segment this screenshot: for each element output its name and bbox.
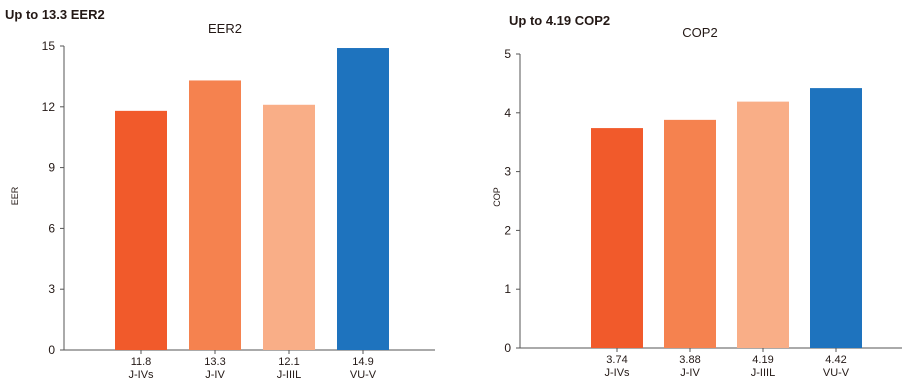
value-label: 13.3 <box>204 356 225 368</box>
value-label: 4.42 <box>825 354 846 366</box>
chart-title: COP2 <box>682 25 717 40</box>
chart-title: EER2 <box>208 21 242 36</box>
bar-j-iiil <box>737 101 789 349</box>
value-label: 3.74 <box>606 354 627 366</box>
y-tick-label: 0 <box>48 343 55 357</box>
y-tick-label: 6 <box>48 221 55 235</box>
bar-j-iv <box>664 119 716 348</box>
y-axis-label: COP <box>492 187 502 207</box>
category-label: VU-V <box>350 369 377 381</box>
y-tick-label: 3 <box>504 165 511 179</box>
y-axis-label: EER <box>10 186 20 205</box>
category-label: J-IVs <box>128 369 154 381</box>
cop2-bar-chart: COP2 COP 0 1 2 3 4 5 3.74J-IVs 3.88J-IV 4.19J-IIIL… <box>492 25 902 379</box>
category-label: VU-V <box>823 367 850 379</box>
category-label: J-IVs <box>604 367 630 379</box>
category-label: J-IV <box>205 369 225 381</box>
y-tick-label: 4 <box>504 106 511 120</box>
value-label: 12.1 <box>278 356 299 368</box>
category-label: J-IIIL <box>751 367 775 379</box>
cop-headline: Up to 4.19 COP2 <box>509 13 611 28</box>
category-label: J-IIIL <box>277 369 301 381</box>
value-label: 14.9 <box>352 356 373 368</box>
y-tick-label: 15 <box>42 39 56 53</box>
bar-j-ivs <box>591 128 643 348</box>
eer-headline: Up to 13.3 EER2 <box>5 7 105 22</box>
value-label: 4.19 <box>752 354 773 366</box>
bar-j-iiil <box>263 104 315 350</box>
y-tick-label: 9 <box>48 161 55 175</box>
eer2-bar-chart: EER2 EER 0 3 6 9 12 15 11.8J-IVs 13.3J-IV 12.1J-II… <box>10 21 435 381</box>
value-label: 11.8 <box>131 356 152 368</box>
y-tick-label: 1 <box>504 282 511 296</box>
y-tick-label: 3 <box>48 282 55 296</box>
y-tick-label: 5 <box>504 47 511 61</box>
bar-j-ivs <box>115 110 167 350</box>
bar-vu-v <box>337 48 389 350</box>
y-tick-label: 12 <box>42 100 56 114</box>
bar-vu-v <box>810 88 862 348</box>
y-tick-label: 0 <box>504 341 511 355</box>
value-label: 3.88 <box>679 354 700 366</box>
category-label: J-IV <box>680 367 700 379</box>
y-tick-label: 2 <box>504 223 511 237</box>
bar-j-iv <box>189 80 241 350</box>
